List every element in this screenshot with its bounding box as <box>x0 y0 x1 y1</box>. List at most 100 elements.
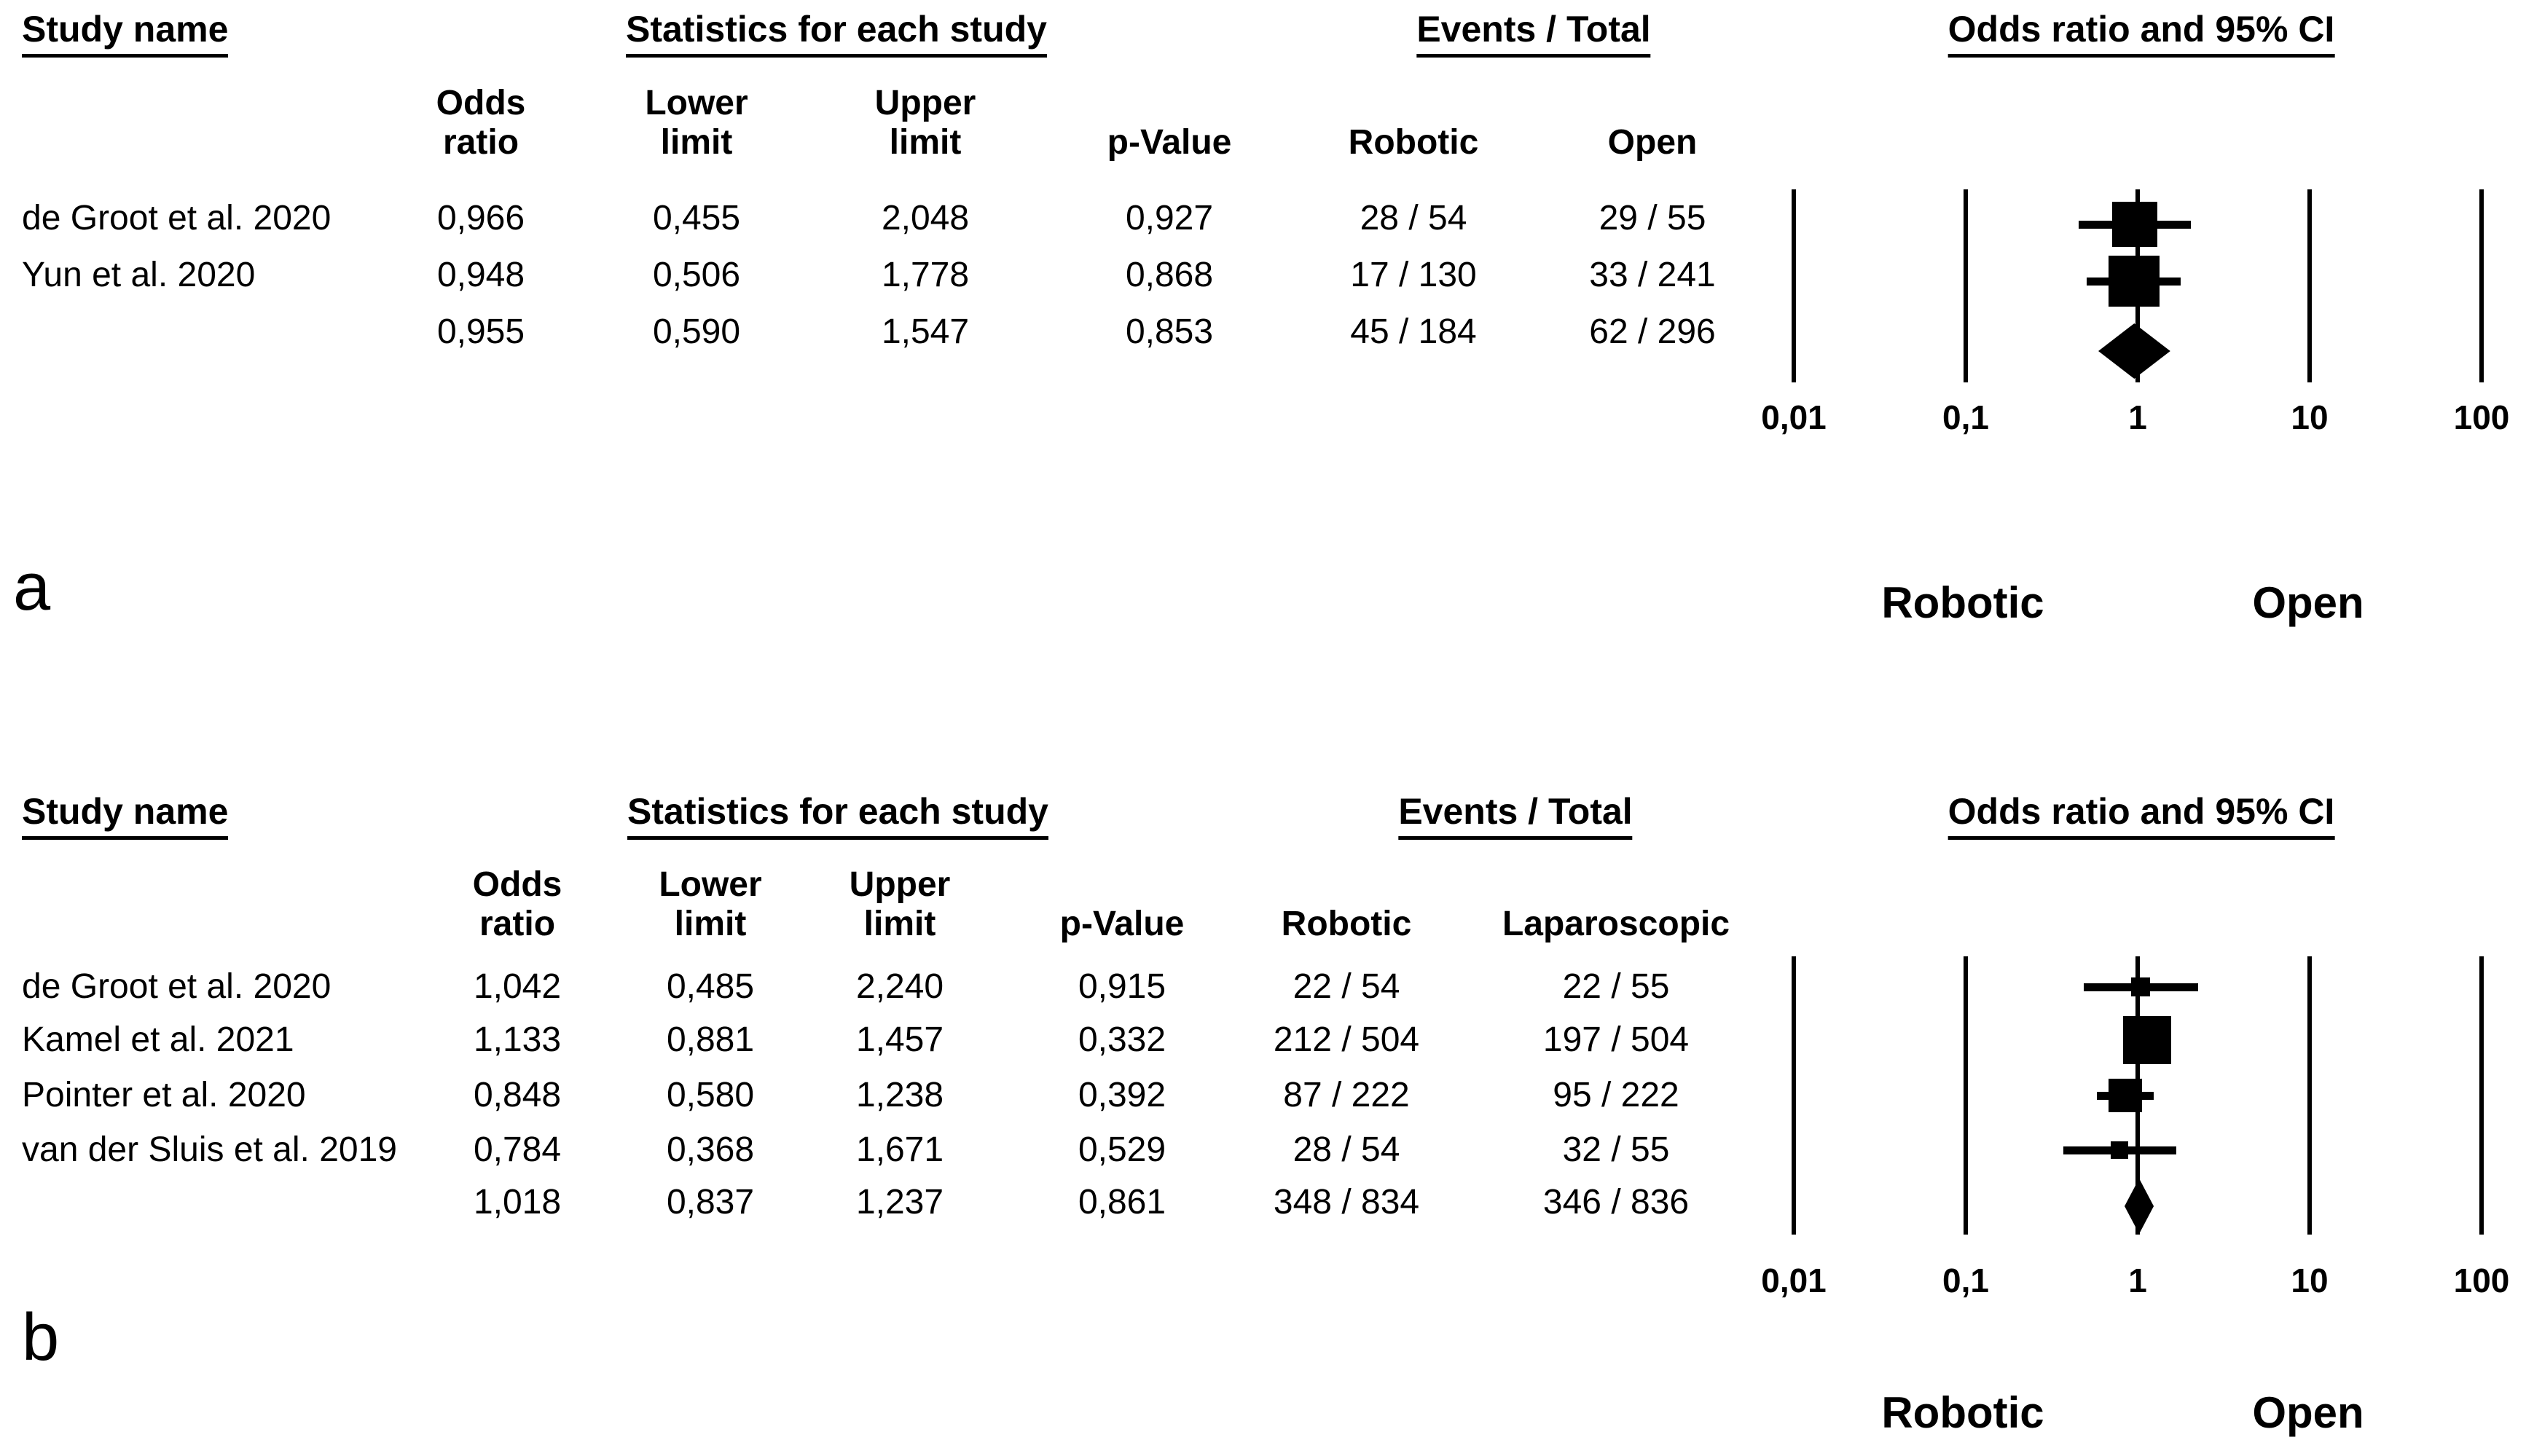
axis-line <box>2307 189 2312 382</box>
axis-tick-label: 0,1 <box>1942 1262 1989 1299</box>
axis-tick-label: 1 <box>2128 398 2147 436</box>
study-row-cell-upper-limit: 2,240 <box>855 967 944 1006</box>
study-row-cell-events-group2: 197 / 504 <box>1542 1020 1690 1059</box>
study-row-study-name: de Groot et al. 2020 <box>22 199 332 237</box>
panel-label-b: b <box>22 1300 60 1374</box>
study-row-cell-events-group1: 28 / 54 <box>1360 199 1467 237</box>
study-row-cell-events-group1: 22 / 54 <box>1293 967 1400 1006</box>
study-row-cell-upper-limit: 1,457 <box>855 1020 944 1059</box>
column-group-header-events-total: Events / Total <box>1416 10 1651 58</box>
or-point-marker <box>2108 256 2160 307</box>
column-header-p-value: p-Value <box>1059 905 1185 943</box>
study-row-study-name: Pointer et al. 2020 <box>22 1076 306 1114</box>
column-header-group1: Robotic <box>1348 123 1479 162</box>
axis-tick-label: 10 <box>2291 1262 2329 1299</box>
study-row-cell-events-group2: 29 / 55 <box>1599 199 1706 237</box>
axis-line <box>1964 189 1968 382</box>
study-row-cell-events-group2: 22 / 55 <box>1562 967 1670 1006</box>
study-row-cell-upper-limit: 1,671 <box>855 1130 944 1169</box>
or-point-marker <box>2109 1079 2143 1112</box>
summary-row-cell-p-value: 0,861 <box>1078 1183 1166 1221</box>
axis-line <box>2479 956 2484 1235</box>
column-group-header-events-total: Events / Total <box>1398 792 1633 840</box>
column-header-upper-limit: Upper limit <box>849 865 951 943</box>
study-row-cell-odds-ratio: 1,133 <box>473 1020 562 1059</box>
study-row-cell-events-group1: 28 / 54 <box>1293 1130 1400 1169</box>
favors-right-label: Open <box>2252 1388 2364 1437</box>
axis-line <box>1964 956 1968 1235</box>
study-row-cell-odds-ratio: 1,042 <box>473 967 562 1006</box>
axis-tick-label: 100 <box>2453 398 2510 436</box>
summary-row-cell-upper-limit: 1,547 <box>881 312 970 351</box>
study-row-cell-p-value: 0,927 <box>1125 199 1214 237</box>
column-header-lower-limit: Lower limit <box>659 865 762 943</box>
study-row-cell-p-value: 0,915 <box>1078 967 1166 1006</box>
study-row-cell-upper-limit: 1,238 <box>855 1076 944 1114</box>
summary-diamond <box>2124 1178 2154 1234</box>
study-row-cell-p-value: 0,392 <box>1078 1076 1166 1114</box>
study-row-study-name: Yun et al. 2020 <box>22 256 256 294</box>
study-row-study-name: de Groot et al. 2020 <box>22 967 332 1006</box>
study-row-cell-events-group2: 95 / 222 <box>1553 1076 1679 1114</box>
study-row-cell-lower-limit: 0,506 <box>652 256 741 294</box>
summary-row-cell-odds-ratio: 0,955 <box>436 312 525 351</box>
or-point-marker <box>2111 1141 2129 1159</box>
study-row-cell-p-value: 0,332 <box>1078 1020 1166 1059</box>
column-group-header-study-name: Study name <box>22 10 229 58</box>
summary-diamond-shape <box>2124 1178 2154 1234</box>
column-group-header-study-name: Study name <box>22 792 229 840</box>
study-row-cell-lower-limit: 0,881 <box>666 1020 755 1059</box>
study-row-cell-odds-ratio: 0,966 <box>436 199 525 237</box>
panel-label-a: a <box>13 550 51 624</box>
study-row-cell-events-group2: 32 / 55 <box>1562 1130 1670 1169</box>
study-row-study-name: van der Sluis et al. 2019 <box>22 1130 397 1169</box>
study-row-cell-upper-limit: 2,048 <box>881 199 970 237</box>
study-row-cell-lower-limit: 0,485 <box>666 967 755 1006</box>
axis-line <box>1792 956 1796 1235</box>
summary-row-cell-events-group1: 45 / 184 <box>1350 312 1477 351</box>
summary-row-cell-odds-ratio: 1,018 <box>473 1183 562 1221</box>
summary-row-cell-lower-limit: 0,590 <box>652 312 741 351</box>
study-row-cell-events-group2: 33 / 241 <box>1589 256 1716 294</box>
study-row-cell-p-value: 0,868 <box>1125 256 1214 294</box>
axis-tick-label: 0,01 <box>1761 398 1827 436</box>
column-header-group2: Open <box>1607 123 1698 162</box>
favors-left-label: Robotic <box>1881 1388 2044 1437</box>
summary-diamond-shape <box>2098 323 2170 379</box>
column-header-lower-limit: Lower limit <box>645 84 748 162</box>
axis-tick-label: 1 <box>2128 1262 2147 1299</box>
column-group-header-odds-ratio-ci: Odds ratio and 95% CI <box>1948 792 2335 840</box>
summary-diamond <box>2098 323 2170 379</box>
study-row-study-name: Kamel et al. 2021 <box>22 1020 294 1059</box>
summary-row-cell-events-group2: 62 / 296 <box>1589 312 1716 351</box>
column-group-header-statistics: Statistics for each study <box>627 792 1048 840</box>
column-header-upper-limit: Upper limit <box>874 84 976 162</box>
or-point-marker <box>2122 1016 2171 1064</box>
study-row-cell-lower-limit: 0,368 <box>666 1130 755 1169</box>
or-point-marker <box>2131 977 2151 996</box>
or-point-marker <box>2112 202 2158 247</box>
favors-left-label: Robotic <box>1881 578 2044 627</box>
study-row-cell-events-group1: 87 / 222 <box>1283 1076 1410 1114</box>
column-group-header-odds-ratio-ci: Odds ratio and 95% CI <box>1948 10 2335 58</box>
axis-tick-label: 100 <box>2453 1262 2510 1299</box>
axis-line <box>1792 189 1796 382</box>
axis-line <box>2479 189 2484 382</box>
study-row-cell-lower-limit: 0,580 <box>666 1076 755 1114</box>
study-row-cell-odds-ratio: 0,948 <box>436 256 525 294</box>
summary-row-cell-events-group2: 346 / 836 <box>1542 1183 1690 1221</box>
column-header-odds-ratio: Odds ratio <box>436 84 526 162</box>
axis-line <box>2307 956 2312 1235</box>
summary-row-cell-p-value: 0,853 <box>1125 312 1214 351</box>
study-row-cell-odds-ratio: 0,848 <box>473 1076 562 1114</box>
axis-tick-label: 0,01 <box>1761 1262 1827 1299</box>
column-group-header-statistics: Statistics for each study <box>626 10 1047 58</box>
column-header-group2: Laparoscopic <box>1502 905 1730 943</box>
axis-tick-label: 10 <box>2291 398 2329 436</box>
study-row-cell-events-group1: 212 / 504 <box>1273 1020 1420 1059</box>
axis-tick-label: 0,1 <box>1942 398 1989 436</box>
study-row-cell-events-group1: 17 / 130 <box>1350 256 1477 294</box>
study-row-cell-lower-limit: 0,455 <box>652 199 741 237</box>
favors-right-label: Open <box>2252 578 2364 627</box>
